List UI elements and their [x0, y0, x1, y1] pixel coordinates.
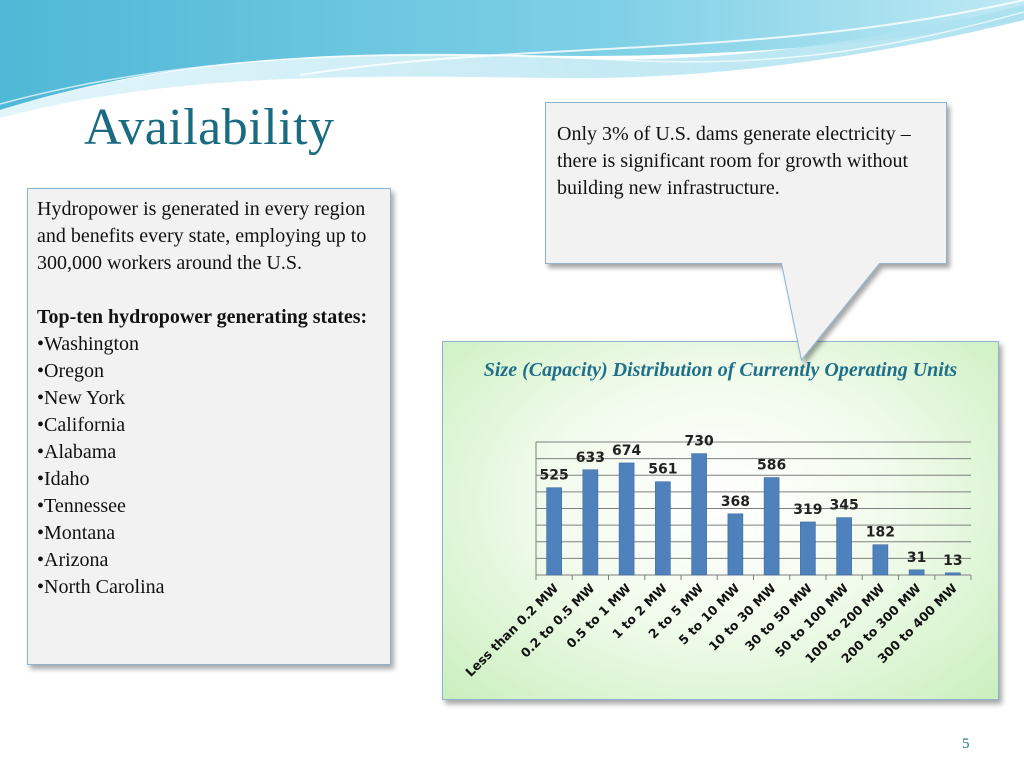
list-item: •Alabama	[37, 441, 117, 463]
chart-title: Size (Capacity) Distribution of Currentl…	[483, 359, 958, 381]
bar	[800, 521, 816, 576]
list-item: •Idaho	[37, 468, 90, 490]
bar	[836, 517, 852, 576]
list-item: •California	[37, 414, 126, 436]
list-item: •Arizona	[37, 549, 109, 571]
states-heading: Top-ten hydropower generating states:	[37, 306, 368, 328]
data-label: 561	[648, 462, 677, 478]
slide-title: Availability	[84, 99, 335, 156]
intro-paragraph: Hydropower is generated in every region …	[37, 198, 367, 274]
data-label: 586	[757, 458, 786, 474]
bar	[691, 453, 707, 576]
speech-callout	[545, 102, 947, 362]
list-item: •Montana	[37, 522, 116, 544]
bar	[945, 572, 961, 576]
page-number: 5	[962, 736, 970, 752]
list-item: •Oregon	[37, 360, 104, 382]
bar	[582, 469, 599, 576]
data-label: 31	[907, 550, 926, 566]
bar	[618, 462, 635, 576]
data-label: 345	[830, 498, 859, 514]
list-item: •Washington	[37, 333, 140, 355]
data-label: 13	[943, 553, 962, 569]
data-label: 633	[576, 450, 605, 466]
chart-panel: Size (Capacity) Distribution of Currentl…	[442, 341, 999, 700]
bar	[872, 544, 889, 576]
bar	[908, 569, 925, 576]
list-item: •North Carolina	[37, 576, 165, 598]
list-item: •New York	[37, 387, 126, 409]
data-label: 368	[721, 494, 750, 510]
data-label: 182	[866, 525, 895, 541]
bar	[655, 481, 671, 576]
decorative-wave-header	[0, 0, 1024, 118]
data-label: 674	[612, 443, 641, 459]
data-label: 319	[793, 502, 822, 518]
list-item: •Tennessee	[37, 495, 126, 517]
data-label: 525	[540, 468, 569, 484]
data-label: 730	[685, 434, 714, 450]
bar	[727, 513, 744, 576]
states-text-box: Hydropower is generated in every region …	[27, 188, 391, 665]
bar	[546, 487, 562, 576]
bar	[763, 477, 780, 576]
states-list: •Washington •Oregon •New York •Californi…	[37, 331, 380, 601]
spacer	[37, 277, 380, 304]
callout-text: Only 3% of U.S. dams generate electricit…	[557, 123, 911, 199]
